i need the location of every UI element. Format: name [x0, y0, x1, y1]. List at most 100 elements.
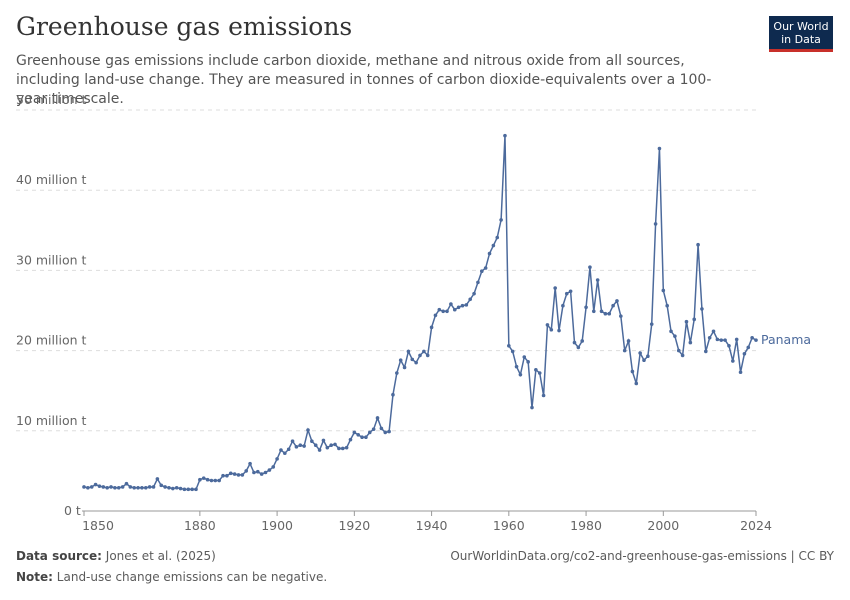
data-point: [499, 218, 503, 222]
data-point: [147, 485, 152, 489]
data-point: [719, 338, 724, 342]
data-point: [333, 442, 337, 447]
x-tick-label: 2024: [740, 518, 772, 533]
data-point: [437, 307, 442, 312]
data-point: [356, 433, 361, 437]
data-point: [395, 371, 399, 375]
data-point: [124, 481, 129, 486]
data-point: [561, 303, 565, 308]
data-point: [665, 303, 669, 308]
data-point: [406, 349, 411, 354]
data-point: [310, 439, 314, 444]
data-point: [630, 369, 635, 374]
data-point: [526, 360, 530, 364]
data-point: [422, 349, 426, 354]
data-point: [580, 339, 585, 343]
url[interactable]: OurWorldinData.org/co2-and-greenhouse-ga…: [450, 549, 834, 563]
data-point: [190, 487, 194, 492]
data-point: [352, 430, 357, 435]
data-point: [661, 288, 666, 293]
data-point: [599, 309, 604, 314]
data-point: [676, 348, 681, 353]
data-point: [549, 327, 554, 332]
data-point: [360, 435, 364, 440]
data-point: [588, 265, 592, 269]
data-point: [638, 351, 642, 355]
data-point: [738, 370, 743, 375]
data-point: [449, 302, 453, 306]
data-point: [290, 439, 295, 444]
data-point: [105, 485, 109, 490]
data-point: [553, 286, 557, 290]
data-point: [534, 368, 538, 372]
x-tick-label: 1980: [570, 518, 602, 533]
data-point: [371, 427, 376, 431]
data-point: [742, 352, 747, 356]
data-point: [634, 381, 639, 386]
data-point: [348, 437, 353, 442]
data-point: [109, 485, 113, 489]
x-tick-label: 2000: [647, 518, 679, 533]
data-point: [472, 291, 476, 296]
data-point: [171, 486, 175, 491]
data-point: [731, 359, 735, 363]
logo[interactable]: Our World in Data: [769, 16, 833, 52]
x-tick-label: 1900: [261, 518, 293, 533]
source-text[interactable]: Jones et al. (2025): [105, 549, 216, 563]
data-point: [657, 146, 662, 151]
data-point: [537, 371, 542, 375]
data-point: [344, 445, 349, 450]
data-point: [541, 393, 546, 398]
data-point: [703, 349, 708, 354]
data-point: [576, 345, 581, 350]
data-point: [615, 299, 619, 303]
data-point: [653, 222, 658, 226]
note-label: Note:: [16, 570, 53, 584]
data-point: [503, 133, 507, 138]
data-point: [522, 355, 527, 359]
y-tick-label: 50 million t: [16, 92, 86, 107]
data-point: [441, 309, 445, 314]
data-point: [603, 311, 608, 316]
data-point: [700, 307, 704, 311]
data-point: [711, 329, 716, 334]
data-point: [263, 470, 268, 475]
data-point: [754, 338, 758, 342]
source-label: Data source:: [16, 549, 102, 563]
data-point: [329, 443, 333, 448]
data-point: [476, 280, 480, 285]
data-point: [568, 289, 573, 294]
data-point: [337, 446, 341, 451]
data-point: [182, 487, 187, 492]
data-point: [379, 426, 384, 431]
data-point: [302, 444, 306, 448]
data-point: [619, 314, 623, 318]
data-point: [491, 243, 496, 248]
data-point: [259, 472, 264, 476]
data-point: [402, 365, 407, 370]
data-point: [649, 322, 654, 326]
data-point: [429, 325, 434, 330]
data-point: [116, 485, 121, 490]
data-point: [518, 372, 523, 377]
data-point: [391, 392, 395, 397]
data-point: [387, 429, 391, 434]
data-point: [252, 470, 256, 475]
data-point: [464, 303, 469, 307]
data-point: [591, 309, 596, 314]
data-point: [746, 345, 751, 350]
data-point: [414, 360, 418, 365]
data-point: [487, 251, 492, 256]
x-tick-label: 1920: [338, 518, 370, 533]
data-point: [495, 235, 500, 240]
data-point: [514, 364, 519, 369]
data-point: [684, 319, 689, 324]
data-point: [692, 317, 697, 322]
data-point: [460, 303, 465, 308]
data-point: [584, 305, 588, 310]
data-point: [163, 485, 167, 489]
data-point: [128, 485, 133, 489]
data-point: [468, 297, 473, 302]
data-point: [313, 443, 318, 448]
